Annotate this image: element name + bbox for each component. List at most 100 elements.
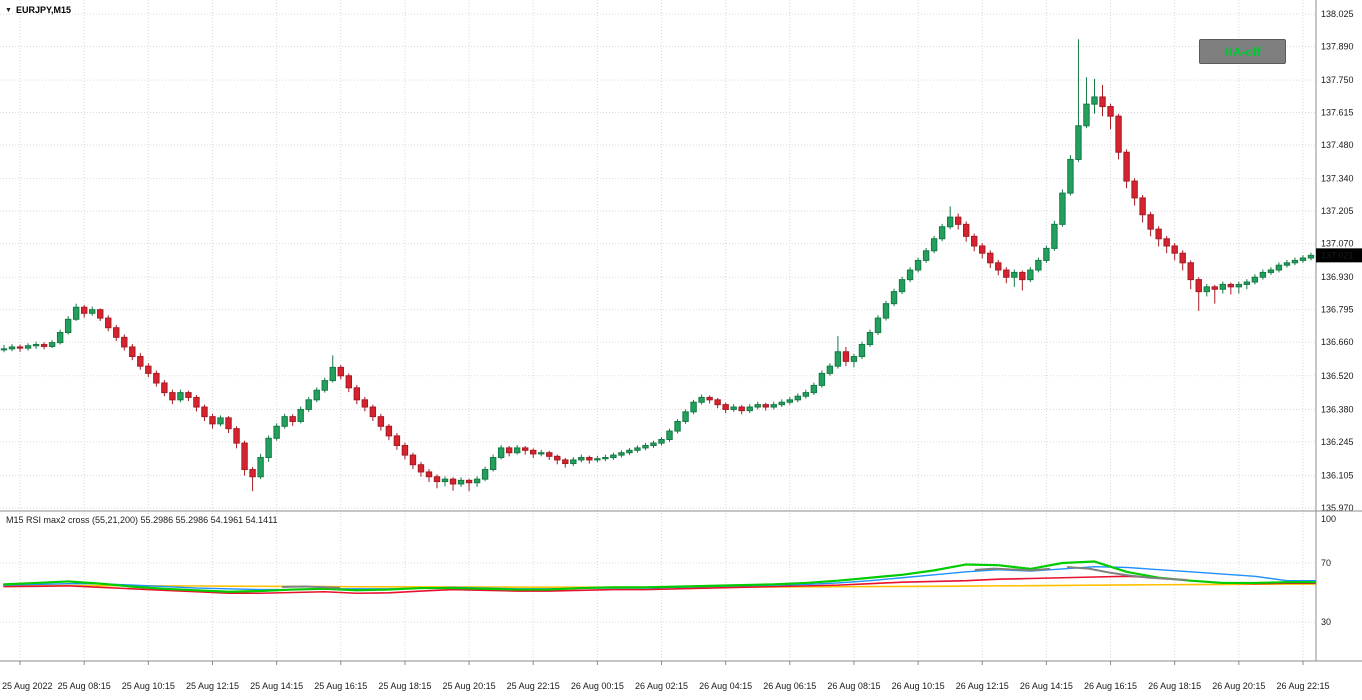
time-grid <box>19 0 1304 661</box>
time-axis[interactable]: 25 Aug 2022 25 Aug 08:15 25 Aug 10:15 25 Au… <box>2 661 1330 691</box>
svg-text:135.970: 135.970 <box>1321 503 1354 513</box>
candle-body <box>257 457 264 478</box>
candle-body <box>8 346 16 350</box>
candle-body <box>1131 180 1138 199</box>
candle-body <box>265 437 272 459</box>
candle-body <box>1011 271 1018 278</box>
candle-body <box>786 399 794 403</box>
candle-body <box>449 478 457 485</box>
candle-body <box>1075 125 1082 160</box>
candle-body <box>481 469 489 480</box>
candle-body <box>337 366 344 377</box>
candle-body <box>217 417 224 425</box>
candle-body <box>538 452 545 455</box>
svg-text:26 Aug 18:15: 26 Aug 18:15 <box>1148 681 1201 691</box>
candle-body <box>1019 271 1026 281</box>
candle-body <box>802 392 810 397</box>
svg-text:137.615: 137.615 <box>1321 108 1354 118</box>
candle-body <box>177 392 184 401</box>
price-axis[interactable]: 138.025 137.890 137.750 137.615 137.480 137.3… <box>1321 9 1354 513</box>
candle-body <box>321 380 328 391</box>
candle-body <box>153 372 160 384</box>
candle-body <box>674 420 681 432</box>
candle-body <box>1115 115 1122 153</box>
candle-body <box>385 425 393 437</box>
svg-text:137.480: 137.480 <box>1321 140 1354 150</box>
candle-body <box>1203 286 1210 293</box>
candle-body <box>954 216 962 225</box>
candle-body <box>850 356 858 362</box>
svg-text:26 Aug 00:15: 26 Aug 00:15 <box>571 681 624 691</box>
candle-body <box>1139 197 1146 216</box>
svg-text:136.660: 136.660 <box>1321 337 1354 347</box>
candle-body <box>890 291 898 305</box>
candle-body <box>1299 257 1307 261</box>
svg-text:26 Aug 22:15: 26 Aug 22:15 <box>1276 681 1329 691</box>
candle-body <box>930 238 938 252</box>
rsi-gray-segment <box>281 585 341 589</box>
candle-body <box>113 327 120 338</box>
svg-text:25 Aug 20:15: 25 Aug 20:15 <box>443 681 496 691</box>
svg-text:26 Aug 12:15: 26 Aug 12:15 <box>956 681 1009 691</box>
candle-body <box>1195 279 1202 293</box>
candle-body <box>1147 214 1154 230</box>
candle-body <box>185 392 192 398</box>
candle-body <box>1227 283 1235 288</box>
candle-body <box>521 447 529 451</box>
candle-body <box>658 438 665 444</box>
svg-text:136.380: 136.380 <box>1321 404 1354 414</box>
svg-text:70: 70 <box>1321 558 1331 568</box>
candle-body <box>979 245 986 254</box>
rsi-signal-red <box>3 575 1316 595</box>
candle-body <box>698 396 705 403</box>
candle-body <box>209 416 216 425</box>
symbol-label: ▼ EURJPY,M15 <box>5 5 71 15</box>
rsi-gray-segment <box>974 567 1051 572</box>
candle-body <box>433 476 441 483</box>
candle-body <box>682 411 689 422</box>
candle-body <box>858 344 866 358</box>
candle-body <box>345 375 352 389</box>
candle-body <box>80 306 88 314</box>
candle-body <box>898 279 906 293</box>
candle-body <box>409 454 417 466</box>
candle-body <box>690 401 697 413</box>
candle-body <box>642 444 649 449</box>
candle-body <box>273 425 280 439</box>
rsi-gray-segment <box>1066 566 1188 581</box>
candle-body <box>602 457 609 460</box>
candle-body <box>578 457 585 461</box>
ha-toggle-button[interactable]: HA-off <box>1199 39 1286 64</box>
candle-body <box>513 447 521 454</box>
candle-body <box>634 447 641 451</box>
candle-body <box>249 469 256 478</box>
candle-body <box>1243 281 1251 285</box>
svg-text:137.021: 137.021 <box>1321 250 1354 260</box>
candle-body <box>946 216 954 228</box>
candle-body <box>393 435 401 446</box>
candle-body <box>289 416 296 422</box>
candle-body <box>425 471 433 478</box>
candle-body <box>1059 192 1066 225</box>
candle-body <box>473 478 481 484</box>
candle-body <box>922 250 930 261</box>
svg-text:136.105: 136.105 <box>1321 471 1354 481</box>
rsi-axis[interactable]: 100 70 30 <box>1321 514 1336 627</box>
candle-body <box>225 417 232 430</box>
candle-body <box>145 365 152 374</box>
candle-body <box>97 309 104 319</box>
svg-text:136.520: 136.520 <box>1321 371 1354 381</box>
candle-body <box>650 442 657 446</box>
candle-body <box>1235 283 1243 288</box>
svg-text:26 Aug 10:15: 26 Aug 10:15 <box>892 681 945 691</box>
candle-body <box>1067 158 1074 194</box>
svg-text:26 Aug 16:15: 26 Aug 16:15 <box>1084 681 1137 691</box>
candle-body <box>361 399 369 408</box>
candle-body <box>32 344 40 347</box>
candle-body <box>497 447 505 459</box>
svg-text:26 Aug 02:15: 26 Aug 02:15 <box>635 681 688 691</box>
candle-body <box>706 396 713 401</box>
candle-body <box>1171 245 1178 254</box>
